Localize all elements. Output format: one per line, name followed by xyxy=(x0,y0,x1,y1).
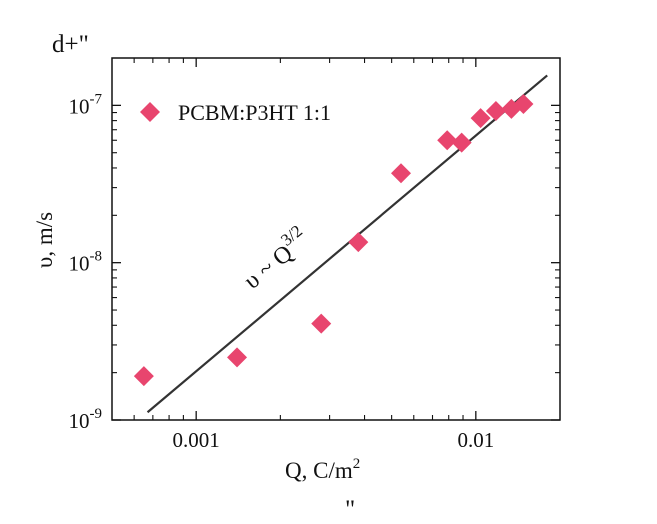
y-tick-label: 10-7 xyxy=(69,91,103,118)
x-axis-title: Q, C/m2 xyxy=(285,456,360,483)
data-point xyxy=(227,347,248,368)
data-point xyxy=(451,132,472,153)
data-point xyxy=(390,163,411,184)
fit-annotation: υ ~ Q3/2 xyxy=(235,221,315,294)
data-point xyxy=(311,313,332,334)
x-axis-title-sup: 2 xyxy=(353,456,361,472)
legend: PCBM:P3HT 1:1 xyxy=(140,100,331,125)
data-point xyxy=(348,232,369,253)
x-tick-label: 0.001 xyxy=(173,428,220,452)
plot-area xyxy=(111,57,561,421)
y-tick-label: 10-9 xyxy=(69,406,103,433)
y-tick-base: 10 xyxy=(69,409,90,433)
x-tick-label: 0.01 xyxy=(457,428,494,452)
data-point xyxy=(437,130,458,151)
bottom-mark: " xyxy=(345,496,355,523)
fit-line xyxy=(146,74,548,414)
y-tick-exponent: -8 xyxy=(90,249,103,265)
data-point xyxy=(470,108,491,129)
legend-marker xyxy=(140,102,160,122)
plot-frame xyxy=(111,57,561,421)
y-tick-exponent: -9 xyxy=(90,406,103,422)
axis-ticks xyxy=(112,58,560,421)
legend-label: PCBM:P3HT 1:1 xyxy=(178,100,331,125)
corner-label: d+" xyxy=(52,31,89,58)
data-point xyxy=(501,98,522,119)
data-point xyxy=(513,94,534,115)
y-tick-exponent: -7 xyxy=(90,91,103,107)
data-points xyxy=(133,94,534,387)
y-axis-title: υ, m/s xyxy=(32,212,57,268)
y-tick-label: 10-8 xyxy=(69,249,103,276)
y-tick-base: 10 xyxy=(69,94,90,118)
y-tick-base: 10 xyxy=(69,252,90,276)
data-point xyxy=(133,366,154,387)
x-axis-title-text: Q, C/m xyxy=(285,458,353,483)
data-point xyxy=(485,101,506,122)
fit-line-group xyxy=(146,74,548,414)
